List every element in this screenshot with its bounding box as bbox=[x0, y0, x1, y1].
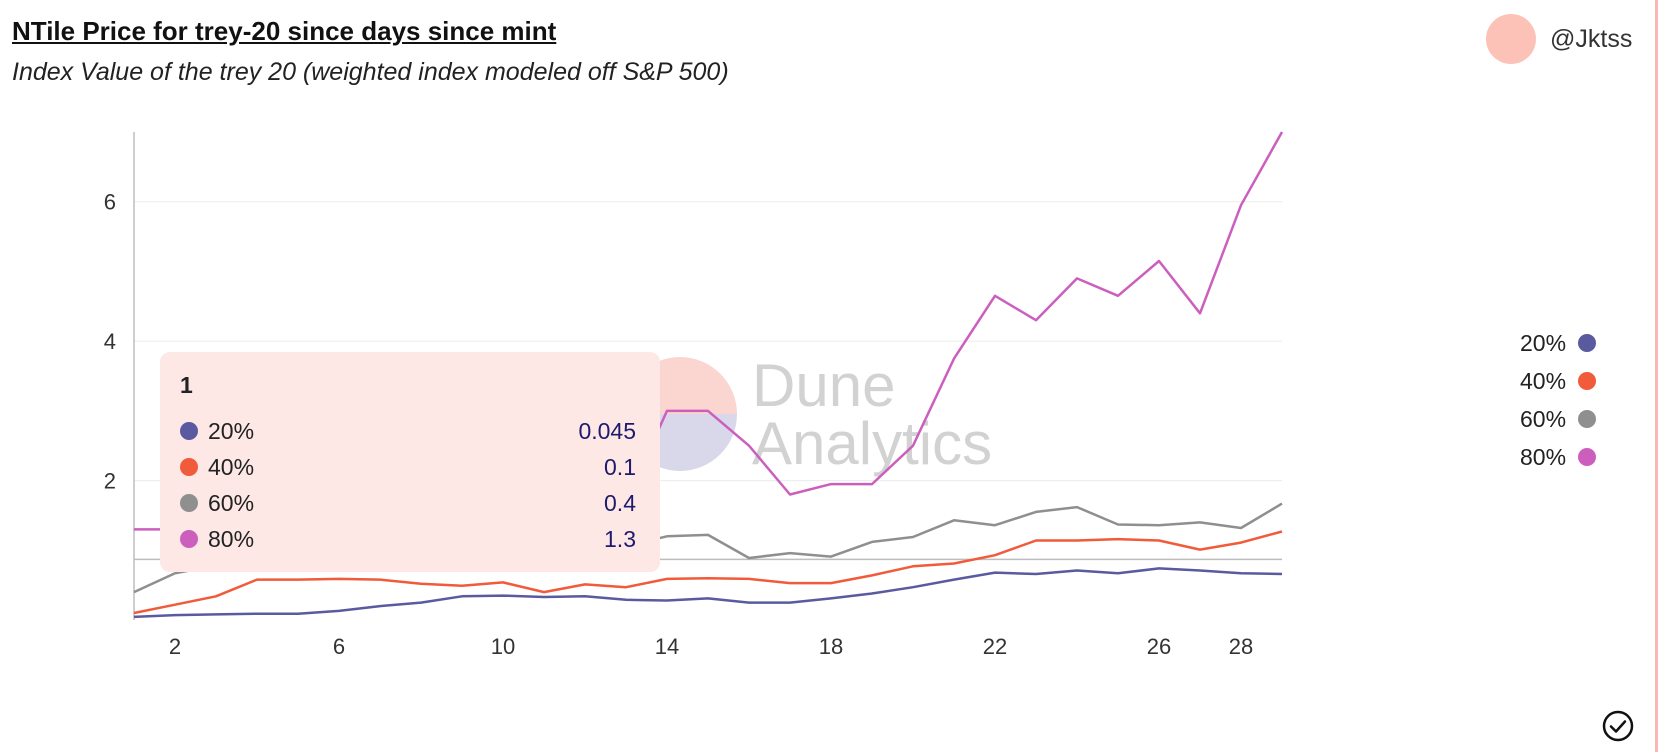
author-badge[interactable]: @Jktss bbox=[1486, 14, 1632, 64]
series-20-dot-icon[interactable] bbox=[1578, 334, 1597, 352]
chart-title[interactable]: NTile Price for trey-20 since days since… bbox=[12, 16, 557, 46]
series-20-dot-icon bbox=[180, 422, 198, 440]
dune-watermark: Dune Analytics bbox=[623, 352, 992, 477]
tooltip-label: 40% bbox=[208, 453, 255, 480]
tooltip-title: 1 bbox=[180, 372, 193, 398]
tooltip-value: 0.4 bbox=[604, 489, 636, 516]
x-tick-label: 22 bbox=[983, 634, 1007, 659]
tooltip-value: 0.1 bbox=[604, 453, 636, 480]
watermark-line-2: Analytics bbox=[752, 410, 992, 477]
legend-item-40[interactable]: 40% bbox=[1520, 362, 1597, 400]
series-60-dot-icon[interactable] bbox=[1578, 410, 1597, 428]
x-tick-label: 18 bbox=[819, 634, 843, 659]
legend-label[interactable]: 60% bbox=[1520, 405, 1567, 432]
series-40-dot-icon[interactable] bbox=[1578, 372, 1597, 390]
tooltip-row-40: 40% 0.1 bbox=[180, 450, 636, 484]
tooltip-label: 20% bbox=[208, 417, 255, 444]
tooltip-row-20: 20% 0.045 bbox=[180, 414, 636, 448]
x-tick-label: 10 bbox=[491, 634, 515, 659]
tooltip-row-80: 80% 1.3 bbox=[180, 522, 636, 556]
legend-item-80[interactable]: 80% bbox=[1520, 438, 1597, 476]
chart-subtitle: Index Value of the trey 20 (weighted ind… bbox=[12, 58, 729, 86]
x-tick-label: 28 bbox=[1229, 634, 1253, 659]
tooltip-value: 1.3 bbox=[604, 525, 636, 552]
tooltip-label: 80% bbox=[208, 525, 255, 552]
legend-label[interactable]: 20% bbox=[1520, 329, 1567, 356]
series-60-dot-icon bbox=[180, 494, 198, 512]
series-80-dot-icon bbox=[180, 530, 198, 548]
author-name[interactable]: @Jktss bbox=[1550, 24, 1633, 53]
legend-label[interactable]: 80% bbox=[1520, 443, 1567, 470]
series-line-40[interactable] bbox=[133, 530, 1283, 615]
tooltip-label: 60% bbox=[208, 489, 255, 516]
y-tick-label: 6 bbox=[104, 190, 116, 215]
x-tick-label: 6 bbox=[333, 634, 345, 659]
series-40-dot-icon bbox=[180, 458, 198, 476]
legend-item-60[interactable]: 60% bbox=[1520, 400, 1597, 438]
tooltip-value: 0.045 bbox=[578, 417, 636, 444]
series-80-dot-icon[interactable] bbox=[1578, 448, 1597, 466]
legend-item-20[interactable]: 20% bbox=[1520, 324, 1597, 362]
chart-legend: 20% 40% 60% 80% bbox=[1520, 324, 1597, 476]
avatar[interactable] bbox=[1486, 14, 1536, 64]
series-line-20[interactable] bbox=[133, 567, 1283, 619]
y-tick-label: 2 bbox=[104, 469, 116, 494]
watermark-line-1: Dune bbox=[752, 352, 895, 419]
x-tick-label: 14 bbox=[655, 634, 679, 659]
checkmark-circle-icon[interactable] bbox=[1602, 710, 1634, 742]
hover-tooltip: 1 20% 0.045 40% 0.1 60% 0.4 80% 1.3 bbox=[160, 352, 660, 572]
y-tick-label: 4 bbox=[104, 329, 116, 354]
tooltip-row-60: 60% 0.4 bbox=[180, 486, 636, 520]
legend-label[interactable]: 40% bbox=[1520, 367, 1567, 394]
right-edge-border bbox=[1655, 0, 1658, 752]
x-tick-label: 26 bbox=[1147, 634, 1171, 659]
x-tick-label: 2 bbox=[169, 634, 181, 659]
